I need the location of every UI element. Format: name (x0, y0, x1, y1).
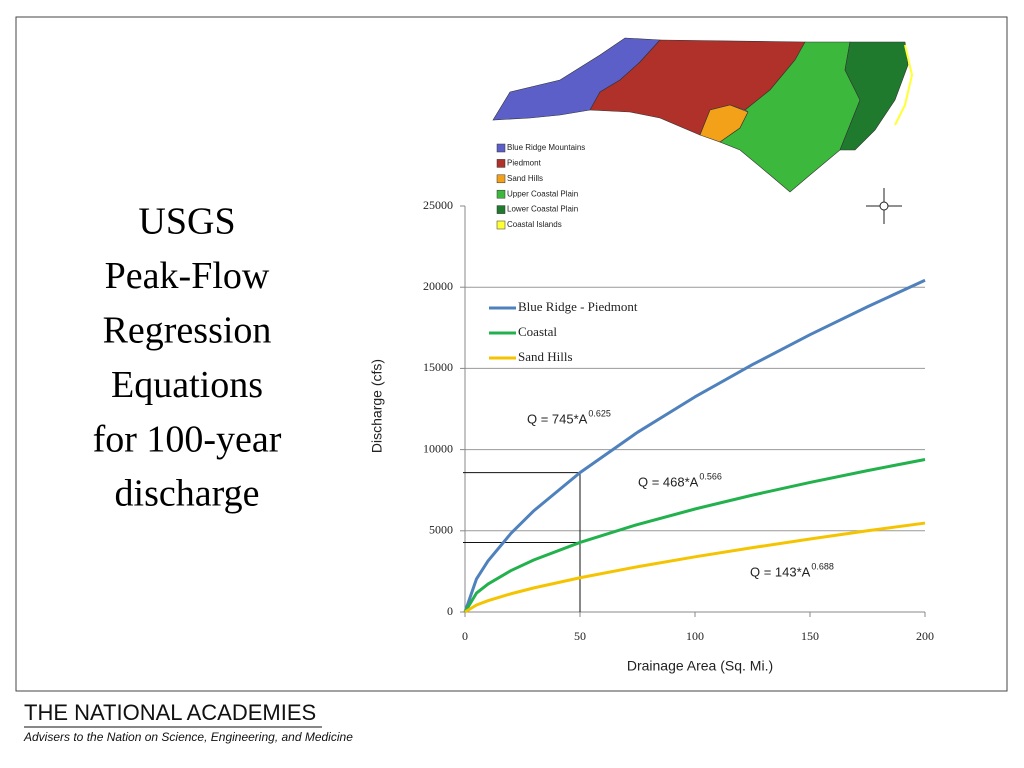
y-tick-label: 20000 (423, 279, 453, 293)
title-line: discharge (115, 473, 260, 515)
title-line: Regression (103, 310, 272, 352)
map-legend-swatch (496, 189, 506, 199)
legend-label: Sand Hills (518, 349, 573, 364)
series-line (464, 521, 926, 614)
map-legend-label: Upper Coastal Plain (507, 189, 578, 198)
map-legend-label: Lower Coastal Plain (507, 205, 578, 214)
footer-title: THE NATIONAL ACADEMIES (24, 700, 316, 725)
map-legend-swatch (496, 159, 506, 168)
title-line: Equations (111, 364, 263, 406)
map-legend-label: Blue Ridge Mountains (507, 143, 585, 152)
map-legend-swatch (496, 205, 506, 214)
x-tick-label: 0 (462, 629, 468, 643)
nc-map (492, 37, 914, 193)
y-tick-label: 25000 (423, 198, 453, 212)
equation-exponent: 0.566 (699, 471, 722, 481)
title-line: for 100-year (93, 418, 282, 460)
y-axis-title: Discharge (cfs) (369, 359, 385, 453)
y-tick-label: 0 (447, 604, 453, 618)
equation: Q = 745*A (527, 411, 588, 426)
map-legend: Blue Ridge Mountains Piedmont Sand Hills Up… (496, 143, 585, 230)
series-line (463, 278, 926, 613)
legend-label: Blue Ridge - Piedmont (518, 299, 638, 314)
map-legend-swatch (496, 174, 506, 184)
footer-subtitle: Advisers to the Nation on Science, Engin… (23, 730, 353, 744)
x-tick-label: 100 (686, 629, 704, 643)
equation-exponent: 0.625 (588, 408, 611, 418)
title-line: Peak-Flow (105, 255, 270, 297)
legend-label: Coastal (518, 324, 557, 339)
x-tick-label: 200 (916, 629, 934, 643)
y-tick-label: 15000 (423, 360, 453, 374)
title-block: USGS Peak-Flow Regression Equations for 100-… (93, 201, 282, 515)
title-line: USGS (138, 201, 235, 243)
x-tick-label: 50 (574, 629, 586, 643)
compass (866, 188, 902, 224)
map-legend-label: Piedmont (507, 159, 542, 168)
y-tick-label: 5000 (429, 523, 453, 537)
map-legend-label: Coastal Islands (507, 220, 562, 229)
equation: Q = 143*A (750, 564, 811, 579)
x-tick-label: 150 (801, 629, 819, 643)
series-line (463, 458, 926, 613)
map-legend-swatch (496, 143, 506, 153)
region-islands (894, 44, 914, 126)
y-tick-label: 10000 (423, 441, 453, 455)
map-legend-label: Sand Hills (507, 174, 543, 183)
equation-exponent: 0.688 (811, 561, 834, 571)
equation: Q = 468*A (638, 474, 699, 489)
map-legend-swatch (496, 220, 506, 230)
x-axis-title: Drainage Area (Sq. Mi.) (627, 658, 773, 674)
